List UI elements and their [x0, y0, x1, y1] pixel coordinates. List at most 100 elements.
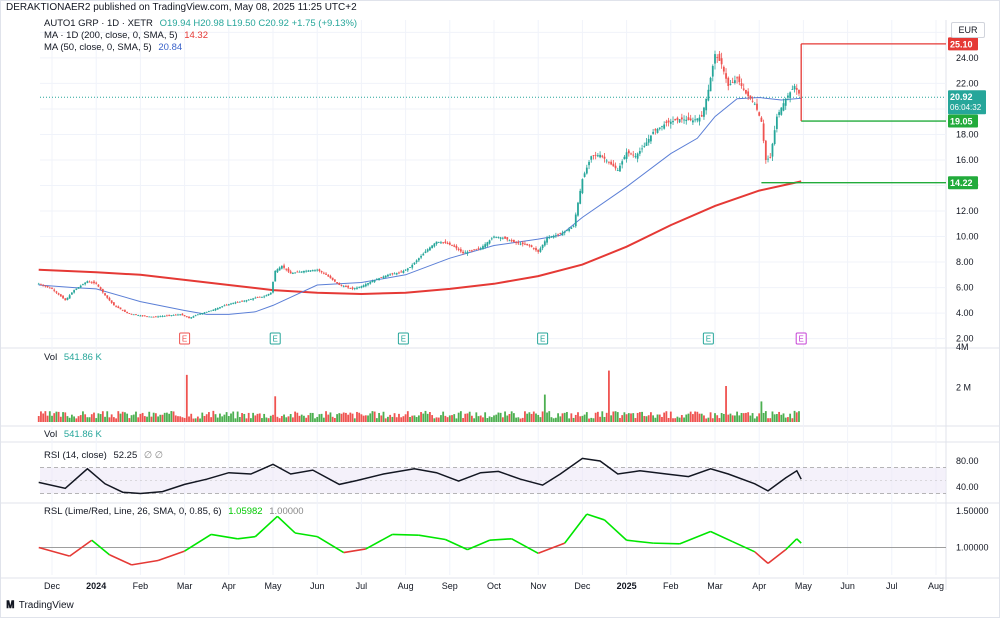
candle-body: [594, 154, 597, 156]
volume-bar: [738, 415, 741, 422]
volume-bar: [451, 415, 453, 422]
candle-body: [638, 151, 641, 154]
volume-label-2: Vol: [44, 429, 58, 440]
volume-bar: [694, 411, 697, 422]
ma200-legend[interactable]: MA · 1D (200, close, 0, SMA, 5) 14.32: [44, 30, 208, 41]
volume-bar: [740, 412, 743, 422]
volume-bar: [448, 415, 451, 422]
volume-bar: [457, 412, 460, 422]
candle-body: [643, 145, 646, 147]
candle-body: [358, 286, 361, 288]
candle-body: [784, 98, 787, 106]
earnings-marker-label: E: [182, 335, 187, 344]
volume-bar: [431, 415, 434, 422]
rsl-segment: [254, 515, 278, 538]
candle-body: [219, 307, 221, 309]
candle-body: [276, 269, 279, 273]
x-tick-label: Dec: [574, 581, 591, 591]
volume-bar: [303, 415, 305, 422]
volume-bar: [760, 401, 763, 422]
candle-body: [95, 282, 98, 284]
candle-body: [462, 251, 464, 254]
volume-bar: [232, 411, 235, 422]
volume-bar: [612, 411, 615, 422]
volume-bar: [77, 416, 80, 422]
volume-bar: [95, 418, 98, 422]
candle-body: [493, 236, 495, 238]
volume-bar: [130, 415, 133, 422]
currency-button[interactable]: EUR: [951, 22, 985, 38]
volume-bar: [590, 417, 593, 422]
candle-body: [62, 295, 64, 299]
rsl-segment: [467, 539, 490, 551]
volume-bar: [444, 415, 447, 422]
rsl-tick-label: 1.50000: [956, 506, 989, 516]
rsl-tick-label: 1.00000: [956, 542, 989, 552]
earnings-marker[interactable]: [795, 332, 807, 345]
symbol-name[interactable]: AUTO1 GRP · 1D · XETR: [44, 18, 153, 29]
volume-bar: [139, 413, 142, 422]
earnings-marker[interactable]: [397, 332, 409, 345]
volume-bar: [375, 418, 378, 422]
volume-bar: [280, 416, 283, 422]
rsl-segment: [343, 548, 366, 554]
candle-body: [93, 281, 95, 284]
candle-body: [678, 119, 681, 123]
volume-bar: [568, 418, 571, 422]
x-tick-label: Dec: [44, 581, 61, 591]
volume-bar: [59, 416, 62, 422]
volume-bar: [559, 416, 562, 422]
candle-body: [245, 300, 248, 302]
candle-body: [787, 95, 789, 98]
volume-bar: [327, 414, 330, 422]
candle-body: [84, 282, 87, 285]
volume-bar: [484, 412, 487, 422]
earnings-marker-label: E: [540, 335, 545, 344]
candle-body: [698, 117, 701, 122]
ma50-line: [38, 96, 802, 315]
candle-body: [705, 98, 708, 111]
earnings-marker[interactable]: [702, 332, 714, 345]
volume-bar: [535, 413, 537, 422]
earnings-marker[interactable]: [269, 332, 281, 345]
volume-bar: [539, 417, 542, 422]
volume-bar: [154, 413, 157, 422]
candle-body: [241, 300, 243, 302]
candle-body: [742, 88, 745, 90]
candle-body: [203, 312, 206, 314]
volume-bar: [471, 415, 473, 422]
volume-legend-2[interactable]: Vol 541.86 K: [44, 429, 102, 440]
x-tick-label: Apr: [222, 581, 236, 591]
volume-bar: [296, 412, 299, 422]
footer-brand[interactable]: 𝐌 TradingView: [6, 600, 74, 611]
volume-value-2: 541.86 K: [63, 429, 102, 440]
candle-body: [267, 293, 270, 296]
candle-body: [66, 297, 69, 300]
ma50-legend[interactable]: MA (50, close, 0, SMA, 5) 20.84: [44, 42, 182, 53]
x-tick-label: Feb: [663, 581, 679, 591]
volume-legend[interactable]: Vol 541.86 K: [44, 352, 102, 363]
candle-body: [75, 288, 78, 290]
rsl-segment: [157, 550, 185, 562]
volume-bar: [557, 413, 559, 422]
volume-bar: [592, 418, 595, 422]
volume-bar: [736, 411, 738, 422]
earnings-marker[interactable]: [537, 332, 549, 345]
volume-bar: [274, 396, 277, 422]
candle-body: [210, 310, 213, 312]
rsl-legend[interactable]: RSL (Lime/Red, Line, 26, SMA, 0, 0.85, 6…: [44, 506, 304, 517]
volume-bar: [581, 415, 584, 422]
candle-body: [404, 269, 407, 271]
volume-bar: [389, 414, 392, 422]
candle-body: [128, 313, 131, 314]
candle-body: [389, 274, 392, 276]
volume-bar: [245, 418, 248, 422]
volume-bar: [727, 414, 730, 422]
rsi-legend[interactable]: RSI (14, close) 52.25 ∅ ∅: [44, 450, 163, 461]
ma200-value: 14.32: [184, 30, 208, 41]
earnings-marker[interactable]: [179, 332, 191, 345]
rsl-segment: [210, 533, 238, 540]
candle-body: [250, 299, 252, 300]
candle-body: [55, 291, 58, 293]
